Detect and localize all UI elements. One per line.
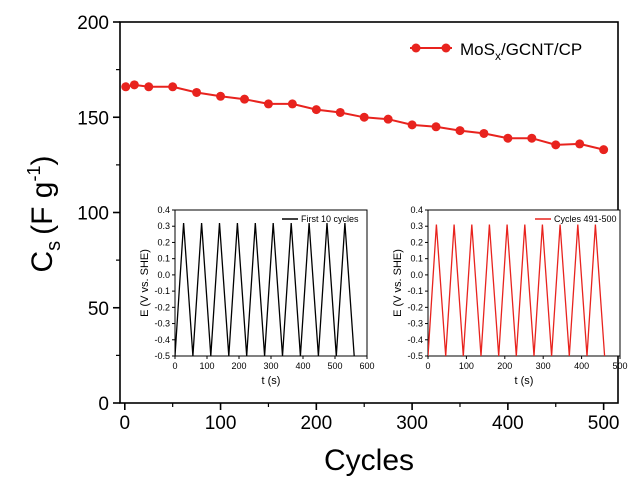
main-ticks: 0 100 200 300 400 500 0 50 100 150 200 (77, 13, 619, 434)
inset-x-tick-label: 0 (425, 361, 430, 371)
data-point (599, 145, 609, 155)
inset-x-tick-label: 600 (359, 361, 374, 371)
inset-x-tick-label: 300 (263, 361, 278, 371)
y-tick-label: 100 (77, 204, 109, 225)
inset-x-tick-label: 300 (536, 361, 551, 371)
data-point (455, 126, 465, 136)
inset-legend-label: First 10 cycles (301, 214, 359, 224)
series-line (125, 83, 604, 151)
data-point (311, 105, 321, 115)
data-point (407, 120, 417, 130)
inset-y-tick-label: -0.1 (154, 286, 170, 296)
legend-marker-left (411, 43, 421, 53)
data-point (551, 140, 561, 150)
inset-first-cycles: 0 100 200 300 400 500 600 -0.5 -0.4 -0.3 -0.2 -0.1 0… (139, 205, 375, 387)
inset-y-tick-label: -0.4 (407, 335, 423, 345)
y-tick-label: 0 (98, 394, 109, 415)
inset-series-line (428, 224, 606, 356)
inset-y-tick-label: 0.4 (157, 205, 170, 215)
data-point (144, 82, 154, 92)
inset-y-tick-label: 0.2 (410, 237, 423, 247)
y-axis-label: Cs (F g-1) (24, 155, 65, 272)
inset-y-tick-label: 0.1 (157, 254, 170, 264)
inset-y-tick-label: -0.2 (407, 302, 423, 312)
data-point (383, 114, 393, 124)
inset-x-tick-label: 0 (172, 361, 177, 371)
inset-y-tick-label: 0.2 (157, 237, 170, 247)
data-point (168, 82, 178, 92)
y-tick-label: 50 (88, 299, 109, 320)
legend-label-main: MoS (460, 40, 495, 59)
inset-x-tick-label: 200 (231, 361, 246, 371)
y-tick-label: 150 (77, 108, 109, 129)
data-point (431, 122, 441, 132)
legend: MoSx/GCNT/CP (410, 40, 582, 63)
y-axis-label-sub: s (43, 241, 65, 251)
data-point (216, 91, 226, 101)
x-tick-label: 200 (300, 413, 332, 434)
legend-marker-right (441, 43, 451, 53)
data-point (192, 87, 202, 97)
data-point (503, 133, 513, 143)
inset-x-tick-label: 100 (199, 361, 214, 371)
inset-x-tick-label: 400 (295, 361, 310, 371)
inset-y-tick-label: -0.2 (154, 302, 170, 312)
inset-y-tick-label: -0.5 (407, 351, 423, 361)
data-point (263, 99, 273, 109)
x-tick-label: 100 (205, 413, 237, 434)
inset-y-tick-label: -0.3 (407, 319, 423, 329)
inset-legend-label: Cycles 491-500 (554, 214, 617, 224)
main-series (121, 80, 609, 155)
inset-y-axis-label: E (V vs. SHE) (139, 249, 151, 317)
x-tick-label: 0 (119, 413, 130, 434)
inset-y-tick-label: 0.0 (157, 270, 170, 280)
inset-x-tick-label: 200 (497, 361, 512, 371)
inset-y-tick-label: 0.1 (410, 254, 423, 264)
legend-label-rest: /GCNT/CP (501, 40, 582, 59)
data-point (479, 128, 489, 138)
x-tick-label: 300 (396, 413, 428, 434)
inset-series-line (175, 222, 355, 356)
inset-x-tick-label: 500 (612, 361, 627, 371)
x-axis-label: Cycles (324, 444, 414, 477)
y-axis-label-main: C (26, 251, 59, 273)
inset-x-axis-label: t (s) (262, 375, 281, 387)
inset-y-tick-label: 0.3 (157, 221, 170, 231)
data-point (359, 112, 369, 122)
inset-last-cycles: 0 100 200 300 400 500 -0.5 -0.4 -0.3 -0.2 -0.1 0.0 0… (392, 205, 628, 387)
y-axis-label-unit-open: (F g (26, 182, 59, 235)
inset-y-tick-label: -0.4 (154, 335, 170, 345)
inset-y-tick-label: 0.0 (410, 270, 423, 280)
data-point (527, 133, 537, 143)
y-tick-label: 200 (77, 13, 109, 34)
inset-x-tick-label: 500 (327, 361, 342, 371)
inset-y-tick-label: 0.4 (410, 205, 423, 215)
y-axis-label-sup: -1 (24, 165, 44, 181)
data-point (240, 94, 249, 104)
x-tick-label: 400 (492, 413, 524, 434)
data-point (575, 139, 585, 149)
legend-label: MoSx/GCNT/CP (460, 40, 582, 63)
data-point (287, 99, 297, 109)
data-point (121, 82, 131, 92)
data-point (129, 80, 139, 90)
inset-y-tick-label: 0.3 (410, 221, 423, 231)
inset-y-tick-label: -0.3 (154, 319, 170, 329)
legend-label-sub: x (495, 49, 501, 63)
y-axis-label-unit-close: ) (26, 155, 59, 165)
x-tick-label: 500 (588, 413, 620, 434)
inset-x-tick-label: 400 (574, 361, 589, 371)
data-point (335, 107, 345, 117)
inset-x-axis-label: t (s) (515, 375, 534, 387)
inset-y-tick-label: -0.1 (407, 286, 423, 296)
inset-y-axis-label: E (V vs. SHE) (392, 249, 404, 317)
inset-y-tick-label: -0.5 (154, 351, 170, 361)
inset-x-tick-label: 100 (459, 361, 474, 371)
